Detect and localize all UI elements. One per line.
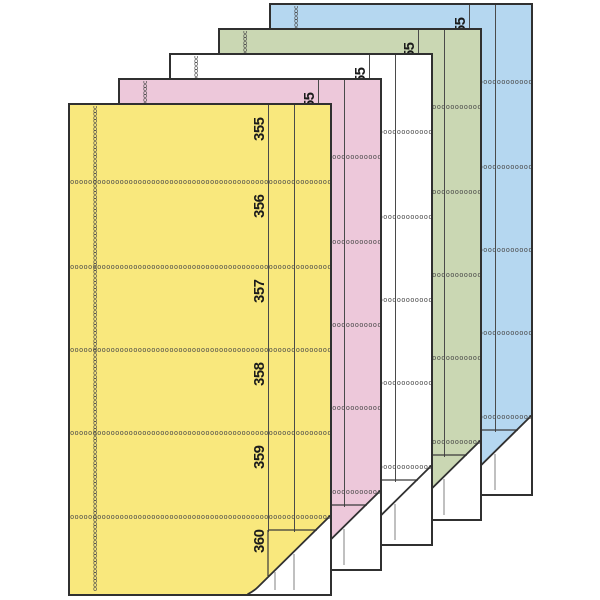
fold-edge-lines xyxy=(267,529,317,576)
fold-crease xyxy=(247,515,330,594)
perforation-column: oooooooooooooooooooooooooooooooooooooooo… xyxy=(93,106,98,593)
fold-underside xyxy=(248,516,330,594)
form-number: 357 xyxy=(251,279,268,303)
folded-corner xyxy=(247,515,330,594)
sheet-yellow: oooooooooooooooooooooooooooooooooooooooo… xyxy=(68,103,332,596)
perforation-row: oooooooooooooooooooooooooooooooooooooooo… xyxy=(70,347,330,354)
ruled-line xyxy=(344,80,345,507)
ruled-line xyxy=(495,5,496,432)
fold-underside xyxy=(449,416,531,494)
fold-underside xyxy=(349,466,431,544)
ruled-line xyxy=(268,105,269,532)
perforation-row: oooooooooooooooooooooooooooooooooooooooo… xyxy=(70,514,330,521)
fold-rule-stubs xyxy=(274,554,295,590)
fold-underside xyxy=(398,441,480,519)
form-number: 359 xyxy=(251,445,268,469)
perforation-row: oooooooooooooooooooooooooooooooooooooooo… xyxy=(70,264,330,271)
ruled-line xyxy=(395,55,396,482)
perforation-row: oooooooooooooooooooooooooooooooooooooooo… xyxy=(70,430,330,437)
form-number: 358 xyxy=(251,362,268,386)
form-number: 360 xyxy=(251,529,268,553)
perforation-row: oooooooooooooooooooooooooooooooooooooooo… xyxy=(70,179,330,186)
ruled-line xyxy=(444,30,445,457)
ruled-line xyxy=(294,105,295,532)
form-number: 356 xyxy=(251,194,268,218)
fold-underside xyxy=(298,491,380,569)
form-number: 355 xyxy=(251,117,268,141)
